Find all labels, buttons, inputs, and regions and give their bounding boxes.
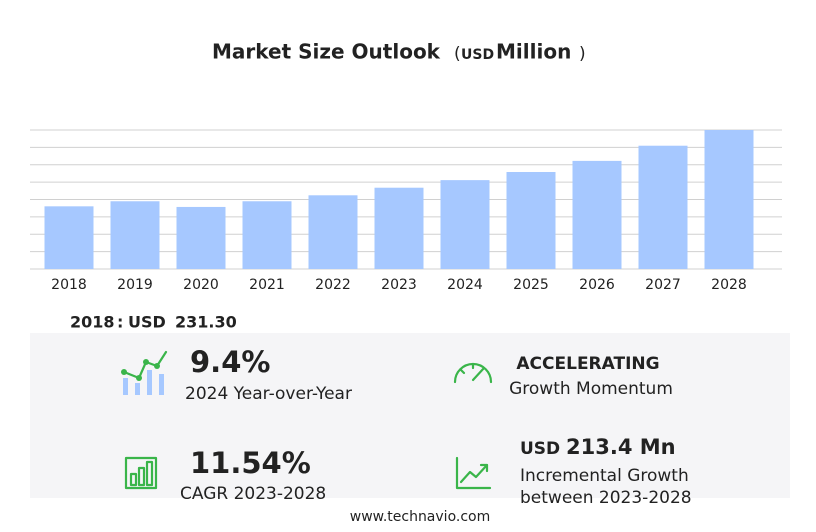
base-sep: : [117,313,123,332]
unit-open: ( [454,44,461,64]
incremental-label2: between 2023-2028 [520,488,692,508]
bar [110,201,160,269]
base-currency: USD [128,313,166,332]
base-value: 231.30 [175,313,237,332]
bar [176,206,226,269]
x-tick-label: 2023 [381,277,417,293]
unit-scale: Million [496,40,571,64]
cagr-icon [124,456,158,490]
x-tick-label: 2026 [579,277,615,293]
x-tick-label: 2021 [249,277,285,293]
yoy-icon [121,350,168,395]
bar [704,130,754,269]
unit-close: ) [579,44,586,64]
bar [440,180,490,269]
bar [572,160,622,269]
incremental-currency: USD [520,439,560,459]
bars [44,130,754,269]
incremental-label1: Incremental Growth [520,466,689,486]
bar [308,195,358,269]
x-tick-label: 2027 [645,277,681,293]
chart-title: Market Size Outlook [212,40,441,64]
cagr-value: 11.54% [190,446,311,480]
bar [242,201,292,269]
x-tick-label: 2025 [513,277,549,293]
cagr-label: CAGR 2023-2028 [180,484,326,504]
bar [44,206,94,269]
yoy-label: 2024 Year-over-Year [185,384,352,404]
momentum-label: Growth Momentum [509,379,673,399]
bar [638,145,688,269]
x-tick-label: 2022 [315,277,351,293]
x-tick-label: 2018 [51,277,87,293]
base-year: 2018 [70,313,115,332]
x-tick-label: 2028 [711,277,747,293]
footer: www.technavio.com [350,509,491,525]
bar [506,171,556,269]
bar [374,187,424,269]
momentum-value: ACCELERATING [516,354,659,374]
yoy-value: 9.4% [190,345,270,379]
gauge-icon [453,362,493,384]
unit-currency: USD [461,47,494,63]
x-tick-label: 2020 [183,277,219,293]
incremental-value: 213.4 Mn [566,435,676,459]
incremental-icon [455,456,492,490]
x-tick-label: 2019 [117,277,153,293]
x-tick-label: 2024 [447,277,483,293]
